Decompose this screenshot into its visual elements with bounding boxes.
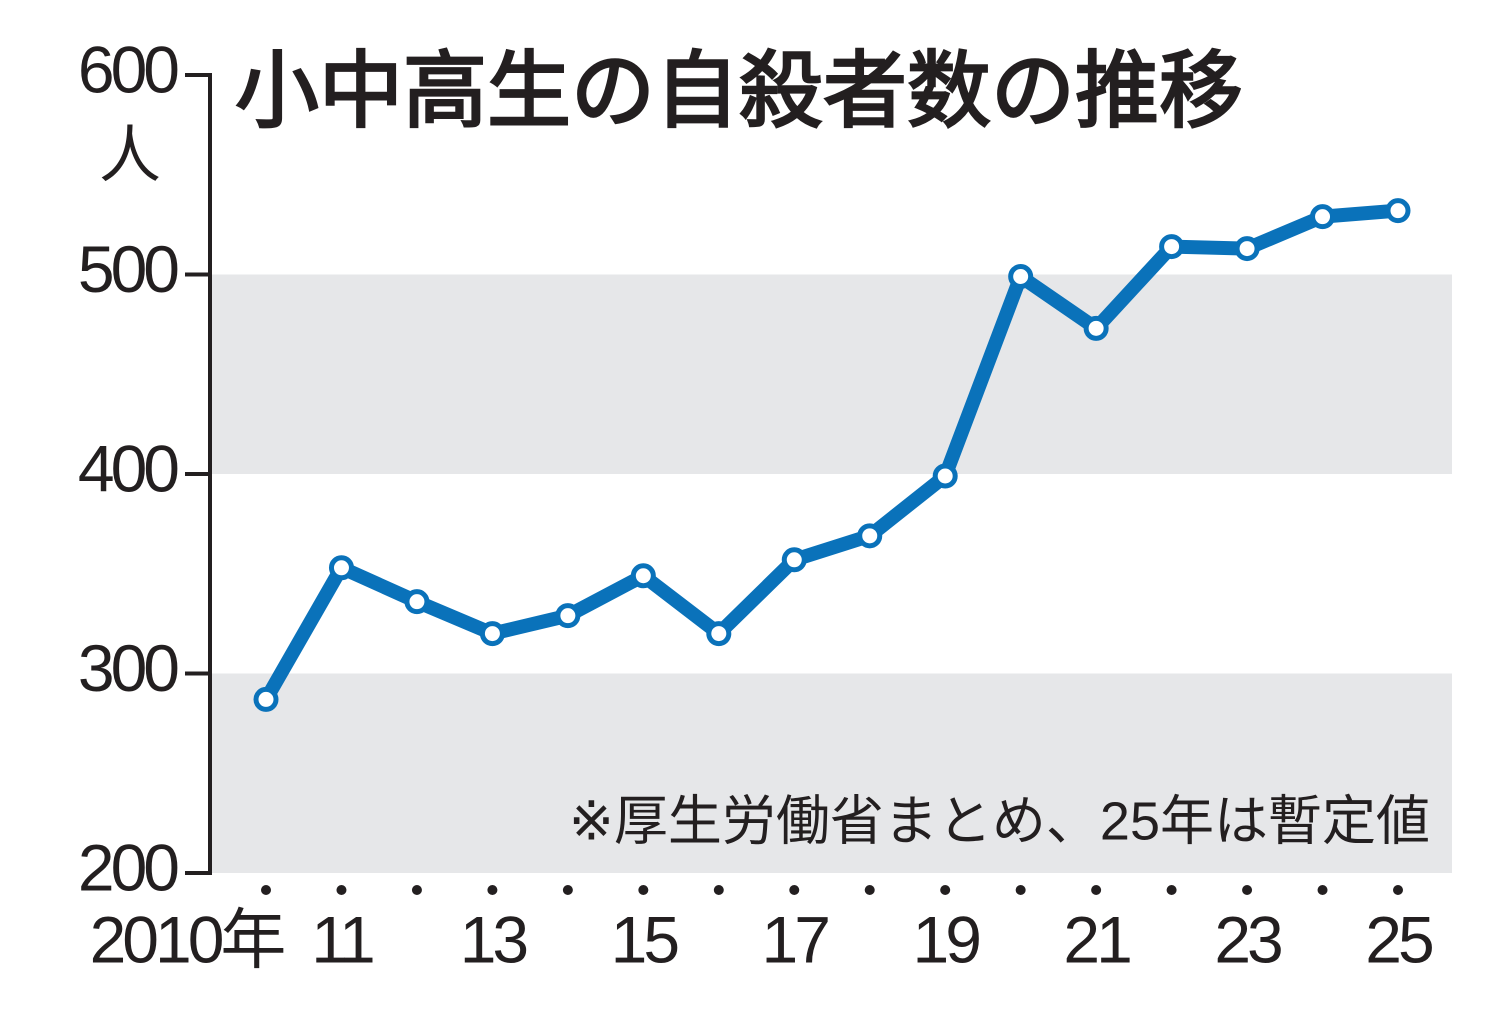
- point: [1008, 263, 1034, 289]
- note: ※厚生労働省まとめ、25年は暫定値: [569, 791, 1430, 851]
- x-tick-dot: [487, 885, 498, 895]
- x-tick-dot: [713, 885, 724, 895]
- x-tick-label: 17: [762, 902, 829, 976]
- point: [781, 547, 807, 573]
- x-tick-label: 25: [1365, 902, 1432, 976]
- point: [1310, 204, 1336, 230]
- point: [328, 555, 354, 581]
- x-tick-dot: [1015, 885, 1026, 895]
- point: [932, 463, 958, 489]
- point: [1234, 236, 1260, 262]
- x-tick-dot: [261, 885, 271, 895]
- x-tick-dot: [864, 885, 875, 895]
- y-tick-label: 200: [78, 830, 178, 904]
- y-tick-label: 300: [78, 631, 178, 705]
- x-tick-dot: [1393, 885, 1403, 895]
- x-tick-label: 11: [311, 902, 373, 976]
- chart-title: 小中高生の自殺者数の推移: [235, 44, 1243, 138]
- point: [253, 686, 279, 712]
- bands: [210, 274, 1452, 873]
- band: [210, 673, 1452, 873]
- point: [706, 621, 732, 647]
- x-tick-dot: [789, 885, 800, 895]
- point: [1385, 198, 1411, 224]
- y-tick-label: 600: [78, 32, 178, 106]
- point: [479, 621, 505, 647]
- point: [555, 603, 581, 629]
- x-tick-dot: [940, 885, 951, 895]
- x-tick-dot: [562, 885, 573, 895]
- x-tick-label: 21: [1063, 902, 1130, 976]
- x-tick-label: 2010年: [90, 902, 284, 976]
- x-tick-dot: [638, 885, 649, 895]
- x-tick-label: 23: [1214, 902, 1281, 976]
- y-axis-unit: 人: [99, 121, 161, 190]
- x-tick-dot: [1091, 885, 1102, 895]
- band: [210, 274, 1452, 474]
- y-tick-label: 400: [78, 431, 178, 505]
- point: [630, 563, 656, 589]
- x-tick-dot: [336, 885, 347, 895]
- x-tick-label: 13: [460, 902, 527, 976]
- x-tick-dot: [1166, 885, 1177, 895]
- x-tick-label: 15: [611, 902, 678, 976]
- x-tick-dot: [1317, 885, 1328, 895]
- point: [857, 523, 883, 549]
- point: [404, 589, 430, 615]
- y-tick-label: 500: [78, 232, 178, 306]
- x-tick-dot: [411, 885, 422, 895]
- line: [259, 203, 1399, 703]
- x-tick-dot: [1242, 885, 1253, 895]
- point: [1083, 315, 1109, 341]
- x-tick-label: 19: [912, 902, 979, 976]
- point: [1159, 234, 1185, 260]
